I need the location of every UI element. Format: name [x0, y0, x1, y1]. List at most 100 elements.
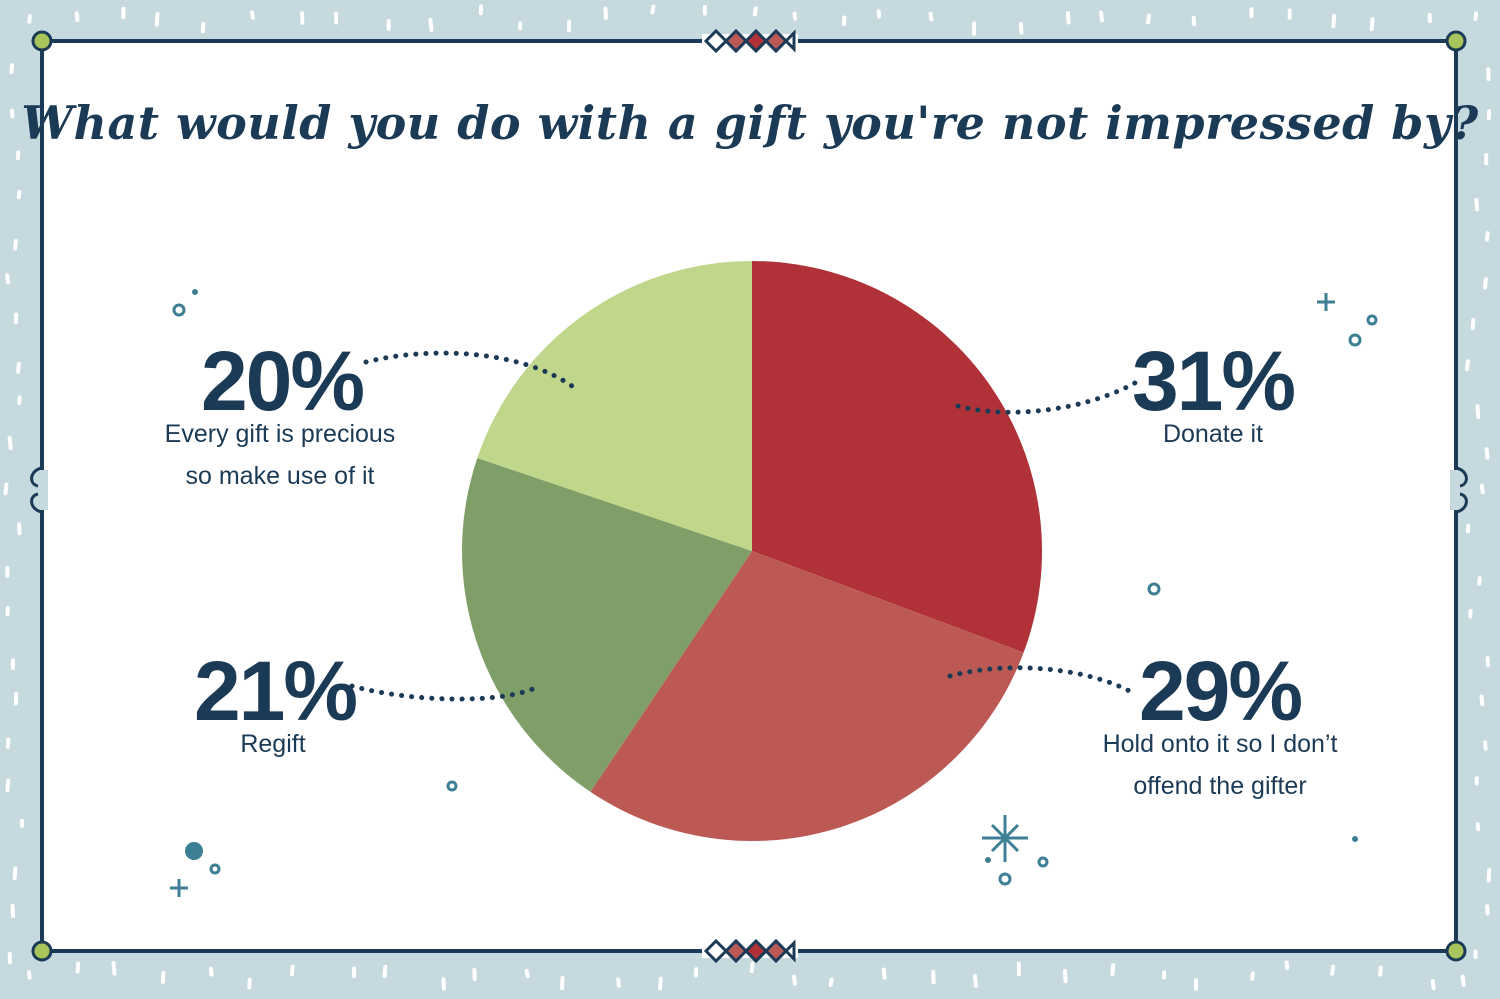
sparkle-dot: [1352, 836, 1358, 842]
snow-dash: [1486, 867, 1492, 883]
snow-dash: [792, 974, 797, 986]
snow-dash: [154, 11, 160, 27]
snow-dash: [881, 967, 887, 980]
star-icon: [982, 815, 1028, 862]
snow-dash: [1331, 13, 1337, 29]
pie-slice: [462, 457, 752, 792]
slice-description-label: so make use of it: [186, 462, 375, 490]
snow-dash: [75, 961, 81, 974]
snow-dash: [74, 11, 80, 23]
snow-dash: [26, 970, 32, 980]
snow-dash: [1484, 447, 1490, 460]
snow-dash: [1485, 904, 1490, 916]
sparkle-ring: [1037, 856, 1049, 868]
sparkle-ring: [1366, 314, 1378, 326]
sparkles: [170, 289, 1378, 897]
corner-dot-bottom-right: [1445, 940, 1467, 962]
pie-slice: [752, 261, 1042, 653]
snow-dash: [1066, 11, 1071, 25]
snow-dash: [247, 977, 252, 990]
snow-dash: [7, 436, 13, 451]
snow-dash: [1430, 978, 1436, 991]
snow-dash: [1378, 965, 1383, 977]
snow-dash: [1460, 974, 1466, 988]
diamond-ornament-bottom: [702, 938, 798, 964]
sparkle-ring: [172, 303, 186, 317]
snow-dash: [1110, 963, 1116, 977]
plus-icon: [1317, 293, 1335, 311]
snow-dash: [16, 361, 21, 374]
pie-slices: [462, 261, 1042, 841]
snow-dash: [1018, 21, 1024, 35]
pie-slice: [590, 551, 1024, 841]
snow-dash: [1473, 11, 1479, 21]
snow-dash: [752, 6, 758, 17]
snow-dash: [1475, 404, 1481, 419]
slice-description-label: Donate it: [1163, 420, 1263, 448]
snow-dash: [616, 977, 621, 988]
slice-percent-label: 20%: [201, 334, 363, 428]
slice-percent-label: 31%: [1132, 334, 1294, 428]
sparkle-dot: [985, 857, 991, 863]
slice-description-label: Hold onto it so I don’t: [1103, 730, 1338, 758]
snow-dash: [524, 968, 530, 979]
snow-dash: [1479, 694, 1485, 707]
pie-slice: [477, 261, 752, 551]
sparkle-ring: [1348, 333, 1362, 347]
slice-description-label: Regift: [240, 730, 305, 758]
slice-percent-label: 29%: [1139, 644, 1301, 738]
snow-dash: [928, 11, 934, 22]
slice-percent-label: 21%: [194, 644, 356, 738]
corner-dot-bottom-left: [31, 940, 53, 962]
snow-dash: [1470, 317, 1476, 331]
plus-icon: [170, 879, 188, 897]
corner-dots: [31, 30, 1467, 962]
leader-line: [349, 683, 538, 702]
snow-dash: [1465, 359, 1471, 372]
snow-dash: [428, 17, 434, 32]
snow-dash: [1479, 483, 1485, 495]
snow-dashes: [3, 4, 1492, 991]
snow-dash: [9, 63, 15, 75]
slice-description-label: Every gift is precious: [165, 420, 396, 448]
chart-title: What would you do with a gift you're not…: [21, 96, 1479, 150]
snow-dash: [5, 273, 11, 285]
sparkle-ring: [209, 863, 221, 875]
snow-dash: [828, 977, 834, 988]
snow-dash: [3, 482, 9, 496]
snow-dash: [13, 238, 18, 251]
snow-dash: [650, 4, 656, 15]
snow-dash: [658, 976, 663, 991]
corner-dot-top-left: [31, 30, 53, 52]
snow-dash: [200, 21, 206, 34]
snow-dash: [1475, 822, 1481, 832]
side-scroll-left: [30, 466, 48, 514]
sparkle-ring: [446, 780, 458, 792]
snow-dash: [1250, 971, 1255, 981]
sparkle-ring: [1147, 582, 1161, 596]
snow-dash: [1099, 10, 1105, 23]
leader-line: [955, 377, 1143, 415]
corner-dot-top-right: [1445, 30, 1467, 52]
snow-dash: [1474, 197, 1480, 212]
snow-dash: [289, 964, 295, 977]
snow-dash: [111, 961, 117, 976]
leader-lines: [349, 350, 1143, 702]
sparkle-ring: [998, 872, 1012, 886]
snow-dash: [1369, 17, 1375, 32]
snow-dash: [208, 966, 214, 977]
snow-dash: [749, 961, 755, 974]
snow-dash: [1330, 964, 1336, 976]
sparkle-dot: [185, 842, 203, 860]
snow-dash: [27, 14, 32, 24]
diamond-ornament-top: [702, 28, 798, 54]
snow-dash: [16, 189, 22, 200]
snow-dash: [1485, 231, 1490, 242]
slice-labels: 31%Donate it 29%Hold onto it so I don’t of…: [165, 334, 1338, 800]
snow-dash: [792, 11, 798, 21]
sparkle-dot: [192, 289, 198, 295]
snow-dash: [12, 866, 18, 881]
